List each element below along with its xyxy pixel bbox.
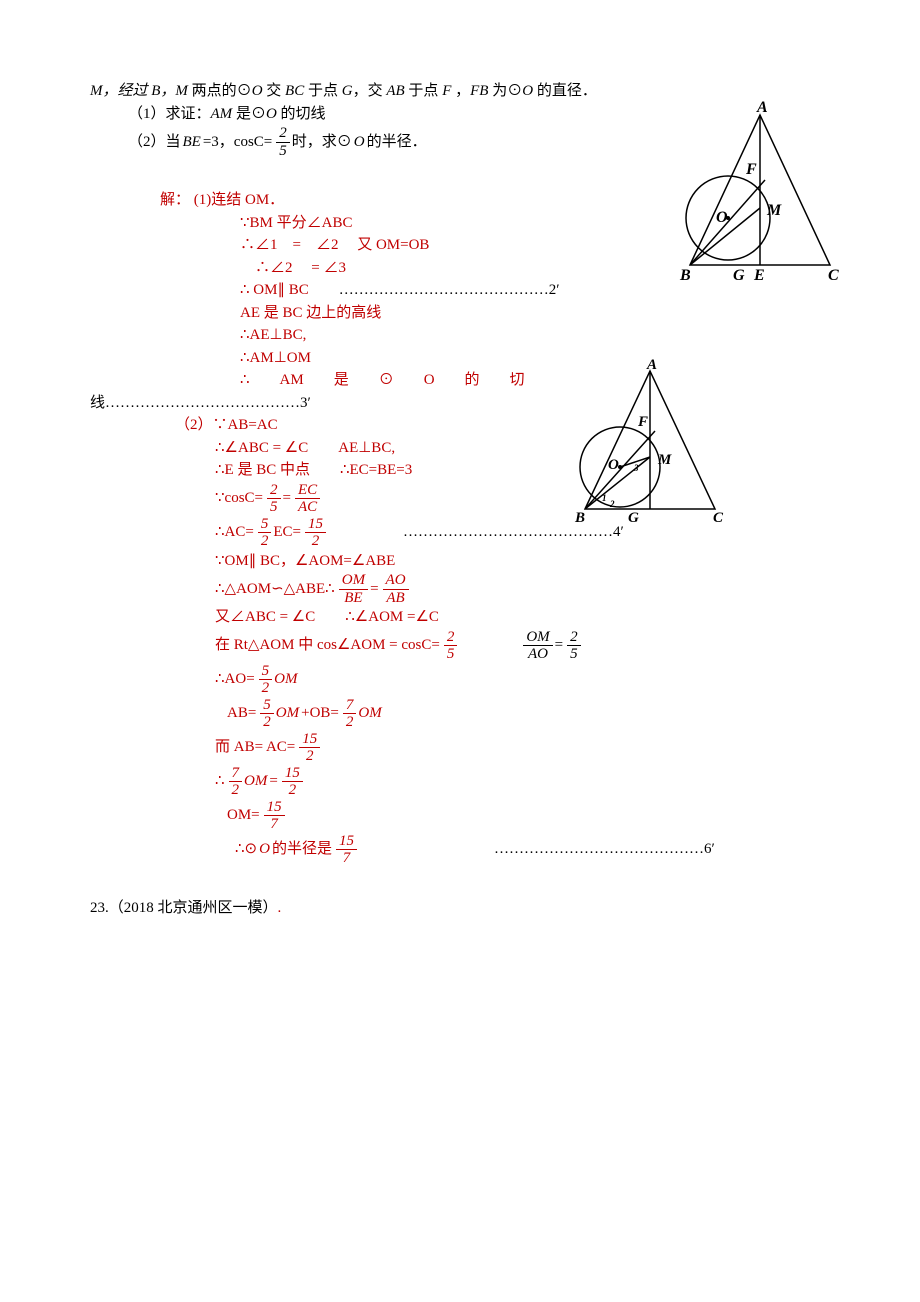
text: AB [386, 83, 408, 99]
text: F [442, 83, 455, 99]
q23-text: （2018 北京通州区一模） [109, 900, 278, 916]
text: O [354, 131, 365, 154]
text: （1）求证： [128, 106, 211, 122]
text: M，经过 [90, 83, 151, 99]
svg-text:A: A [646, 359, 657, 373]
text: 是⊙ [236, 106, 266, 122]
solution-head: 解： (1)连结 OM． [160, 189, 830, 212]
step: ∴AE⊥BC, [240, 324, 830, 347]
svg-text:C: C [713, 510, 724, 526]
step: OM= 157 [215, 799, 830, 833]
text: 的直径． [537, 83, 597, 99]
text: 两点的⊙ [192, 83, 252, 99]
fraction: 25 [276, 125, 290, 159]
svg-text:3: 3 [633, 463, 639, 473]
text: 交 [266, 83, 285, 99]
text: BE [183, 131, 201, 154]
text: B，M [151, 83, 191, 99]
step: 而 AB= AC= 152 [215, 731, 830, 765]
svg-text:B: B [574, 510, 585, 526]
text: 的半径． [367, 131, 427, 154]
svg-text:F: F [637, 414, 648, 430]
step: ∵OM∥ BC，∠AOM=∠ABE [215, 550, 830, 573]
solution: 解： (1)连结 OM． ∵BM 平分∠ABC ∴∠1 = ∠2 又 OM=OB… [90, 189, 830, 867]
svg-text:O: O [608, 457, 619, 473]
text: （2）当 [128, 131, 181, 154]
svg-text:A: A [756, 100, 768, 116]
svg-text:2: 2 [609, 499, 615, 509]
text: ， [455, 83, 470, 99]
text: G [342, 83, 353, 99]
text: 的切线 [281, 106, 326, 122]
svg-text:M: M [657, 452, 672, 468]
step: ∴△AOM∽△ABE∴ OMBE = AOAB [215, 572, 830, 606]
part1-steps: ∵BM 平分∠ABC ∴∠1 = ∠2 又 OM=OB ∴∠2 = ∠3 ∴ O… [160, 212, 830, 370]
text: O [266, 106, 281, 122]
svg-text:F: F [745, 161, 757, 178]
step: ∴AO= 52 OM [215, 663, 830, 697]
text: O [252, 83, 267, 99]
text: 于点 [408, 83, 442, 99]
step: ∵BM 平分∠ABC [240, 212, 830, 235]
step: AB= 52 OM +OB= 72 OM [215, 697, 830, 731]
svg-text:G: G [628, 510, 639, 526]
step: ∴∠1 = ∠2 又 OM=OB [240, 234, 830, 257]
step-final: ∴⊙O 的半径是 157 ……………………………………6′ [215, 833, 830, 867]
text: ，交 [353, 83, 387, 99]
text: BC [285, 83, 308, 99]
text: O [522, 83, 537, 99]
text: AM [211, 106, 236, 122]
text: 为⊙ [492, 83, 522, 99]
text: FB [470, 83, 492, 99]
step: 在 Rt△AOM 中 cos∠AOM = cosC= 25 OMAO = 25 [215, 629, 830, 663]
step: ∴ OM∥ BC ……………………………………2′ [240, 279, 830, 302]
text: =3，cosC= [203, 131, 272, 154]
figure-2: A B C G M F O 1 2 3 [550, 359, 740, 542]
step: ∴∠2 = ∠3 [240, 257, 830, 280]
step: 又∠ABC = ∠C∴∠AOM =∠C [215, 606, 830, 629]
text: 于点 [308, 83, 342, 99]
problem-statement: M，经过 B，M 两点的⊙O 交 BC 于点 G，交 AB 于点 F ，FB 为… [90, 80, 830, 159]
q23-dot: . [278, 900, 282, 916]
step: ∴ 72 OM = 152 [215, 765, 830, 799]
step: ∴AM⊥OM [240, 347, 830, 370]
question-23: 23.（2018 北京通州区一模）. [90, 897, 830, 920]
svg-text:1: 1 [602, 493, 607, 503]
text: 时，求⊙ [292, 131, 352, 154]
step: AE 是 BC 边上的高线 [240, 302, 830, 325]
q23-number: 23. [90, 900, 109, 916]
